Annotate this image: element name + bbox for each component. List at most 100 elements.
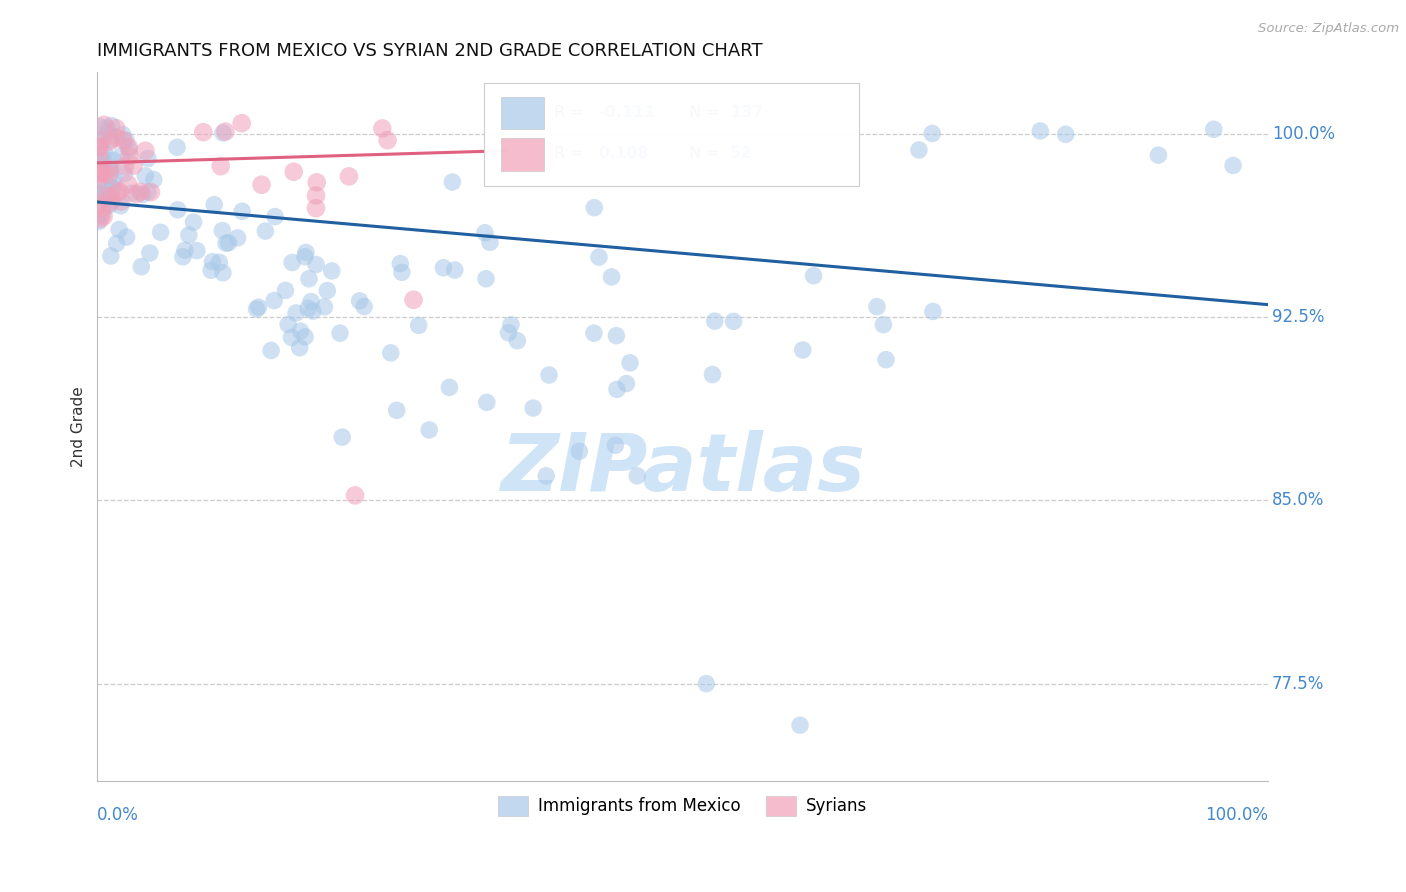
- Point: [108, 185, 131, 199]
- Point: [582, 326, 605, 340]
- Point: [94, 189, 117, 203]
- Point: [522, 401, 544, 415]
- Point: [166, 202, 188, 217]
- Point: [377, 133, 399, 147]
- Point: [288, 341, 311, 355]
- Point: [432, 260, 454, 275]
- Point: [91, 208, 114, 222]
- Point: [866, 300, 889, 314]
- Point: [343, 488, 366, 502]
- Text: -0.111: -0.111: [599, 104, 655, 120]
- Point: [117, 178, 139, 192]
- FancyBboxPatch shape: [484, 83, 859, 186]
- Point: [1202, 122, 1225, 136]
- Point: [295, 245, 318, 260]
- Point: [443, 263, 465, 277]
- Point: [353, 300, 375, 314]
- Point: [1222, 158, 1244, 172]
- Point: [93, 210, 115, 224]
- Point: [100, 164, 122, 178]
- Point: [136, 152, 159, 166]
- Point: [389, 257, 412, 271]
- Point: [478, 235, 501, 250]
- Point: [329, 326, 352, 340]
- Point: [212, 126, 235, 140]
- Point: [283, 165, 305, 179]
- Point: [316, 284, 339, 298]
- Point: [103, 172, 125, 186]
- Point: [441, 175, 464, 189]
- Point: [588, 250, 610, 264]
- Point: [1029, 124, 1052, 138]
- Point: [111, 128, 134, 142]
- Point: [110, 148, 132, 162]
- Text: 100.0%: 100.0%: [1272, 125, 1336, 143]
- Point: [231, 116, 253, 130]
- Point: [214, 125, 236, 139]
- Point: [498, 326, 520, 340]
- Point: [112, 133, 135, 147]
- Point: [875, 352, 897, 367]
- Point: [619, 356, 641, 370]
- Point: [93, 166, 115, 180]
- Point: [200, 263, 222, 277]
- Point: [115, 134, 138, 148]
- Point: [96, 126, 118, 140]
- Point: [90, 163, 112, 178]
- Point: [305, 257, 328, 271]
- Point: [131, 260, 153, 274]
- Point: [537, 368, 560, 382]
- Point: [91, 150, 114, 164]
- Point: [1147, 148, 1170, 162]
- Point: [114, 160, 136, 174]
- Point: [90, 133, 112, 147]
- Point: [247, 300, 270, 314]
- Point: [264, 210, 287, 224]
- Point: [89, 120, 111, 134]
- Point: [1054, 128, 1077, 142]
- Point: [568, 444, 591, 458]
- Point: [418, 423, 440, 437]
- Point: [121, 186, 143, 200]
- Point: [439, 380, 461, 394]
- Point: [606, 382, 628, 396]
- Point: [908, 143, 931, 157]
- Point: [305, 175, 328, 189]
- Text: 0.108: 0.108: [599, 146, 650, 161]
- Point: [922, 304, 945, 318]
- Point: [96, 178, 118, 193]
- Point: [93, 145, 115, 160]
- Point: [723, 314, 745, 328]
- Point: [132, 187, 155, 202]
- Point: [136, 185, 159, 199]
- Point: [166, 140, 188, 154]
- Y-axis label: 2nd Grade: 2nd Grade: [72, 386, 86, 467]
- Point: [97, 196, 120, 211]
- Point: [218, 235, 240, 250]
- Point: [110, 199, 132, 213]
- Point: [98, 161, 121, 176]
- Point: [921, 127, 943, 141]
- Point: [134, 169, 156, 183]
- Point: [299, 294, 322, 309]
- Point: [98, 135, 121, 149]
- Point: [290, 324, 312, 338]
- Point: [211, 224, 233, 238]
- Point: [186, 244, 208, 258]
- Point: [174, 244, 197, 258]
- Point: [297, 301, 319, 316]
- Point: [803, 268, 825, 283]
- Text: 0.0%: 0.0%: [97, 806, 139, 824]
- Point: [391, 265, 413, 279]
- Point: [314, 300, 336, 314]
- Point: [583, 201, 606, 215]
- Point: [337, 169, 360, 184]
- Point: [305, 201, 328, 215]
- Point: [114, 167, 136, 181]
- Point: [789, 718, 811, 732]
- Point: [108, 222, 131, 236]
- Point: [96, 121, 118, 136]
- Point: [118, 143, 141, 157]
- Point: [87, 156, 110, 170]
- Point: [274, 284, 297, 298]
